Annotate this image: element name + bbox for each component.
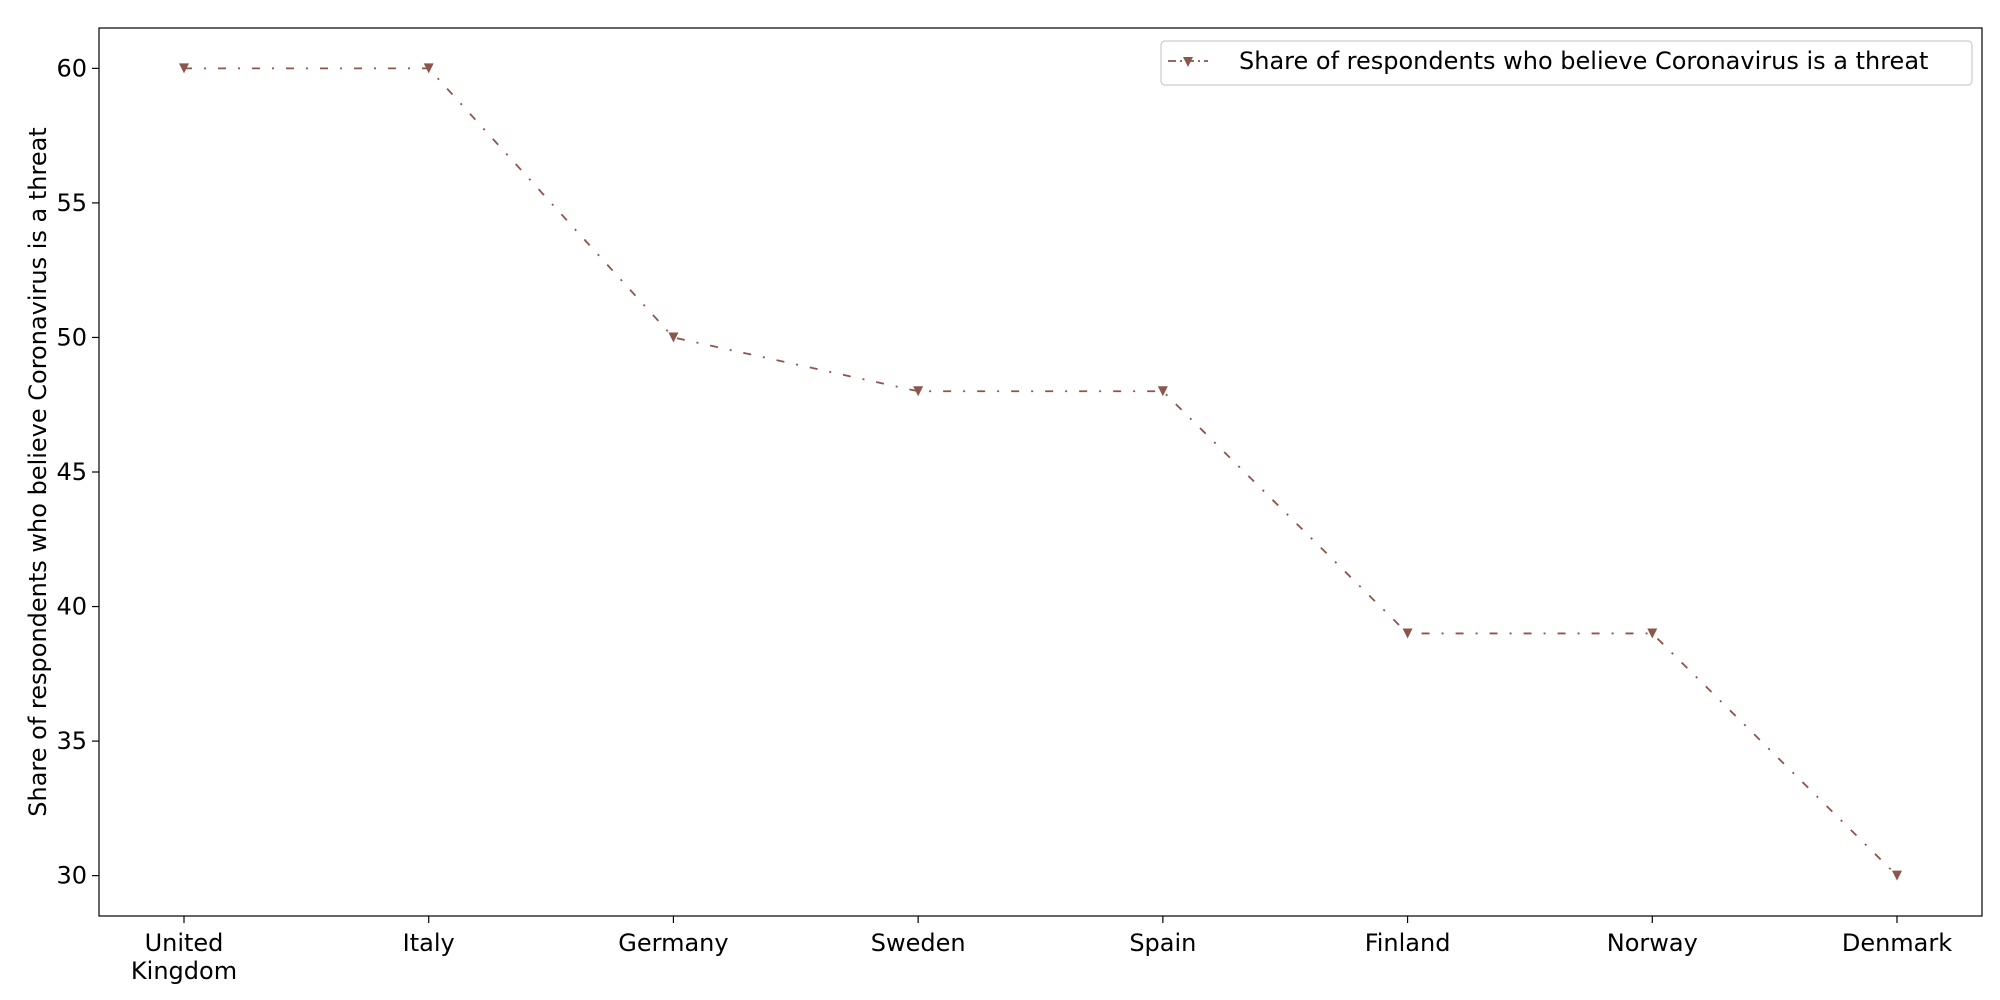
x-tick-label-line: Finland bbox=[1365, 929, 1451, 957]
y-tick-label: 40 bbox=[56, 593, 87, 621]
x-tick-label-line: Norway bbox=[1607, 929, 1698, 957]
x-tick-label-line: United bbox=[145, 929, 224, 957]
data-point-marker bbox=[1157, 386, 1168, 397]
y-tick-label: 30 bbox=[56, 862, 87, 890]
series-layer bbox=[179, 63, 1902, 881]
y-tick-label: 35 bbox=[56, 727, 87, 755]
x-tick-label: Denmark bbox=[1842, 929, 1952, 957]
x-tick-label: Finland bbox=[1365, 929, 1451, 957]
x-tick-label-line: Sweden bbox=[871, 929, 966, 957]
data-point-marker bbox=[913, 386, 924, 397]
x-tick-label: United Kingdom bbox=[131, 929, 237, 985]
x-tick-label: Sweden bbox=[871, 929, 966, 957]
x-tick-label-line: Italy bbox=[403, 929, 455, 957]
y-tick-label: 45 bbox=[56, 458, 87, 486]
y-axis: 30 35 40 45 50 55 60 bbox=[56, 54, 99, 890]
legend: Share of respondents who believe Coronav… bbox=[1160, 40, 1973, 86]
legend-box bbox=[1160, 40, 1973, 86]
data-point-marker bbox=[668, 332, 679, 343]
x-tick-label-line: Spain bbox=[1129, 929, 1196, 957]
x-tick-label: Germany bbox=[618, 929, 728, 957]
legend-marker-swatch bbox=[1183, 57, 1193, 67]
data-point-marker bbox=[1402, 628, 1413, 639]
data-point-marker bbox=[1892, 870, 1902, 881]
legend-label: Share of respondents who believe Coronav… bbox=[1239, 47, 1928, 75]
x-tick-label-line: Kingdom bbox=[131, 957, 237, 985]
y-tick-label: 50 bbox=[56, 323, 87, 351]
x-axis: United Kingdom Italy Germany Sweden Spain Finl… bbox=[131, 916, 1952, 985]
y-tick-label: 55 bbox=[56, 189, 87, 217]
x-tick-label: Italy bbox=[403, 929, 455, 957]
x-tick-label-line: Germany bbox=[618, 929, 728, 957]
data-point-marker bbox=[1647, 628, 1658, 639]
y-tick-label: 60 bbox=[56, 54, 87, 82]
plot-area bbox=[98, 27, 1983, 917]
data-point-marker bbox=[179, 63, 189, 74]
data-point-marker bbox=[423, 63, 434, 74]
x-tick-label: Spain bbox=[1129, 929, 1196, 957]
x-tick-label: Norway bbox=[1607, 929, 1698, 957]
y-axis-label: Share of respondents who believe Coronav… bbox=[24, 127, 52, 816]
x-tick-label-line: Denmark bbox=[1842, 929, 1952, 957]
